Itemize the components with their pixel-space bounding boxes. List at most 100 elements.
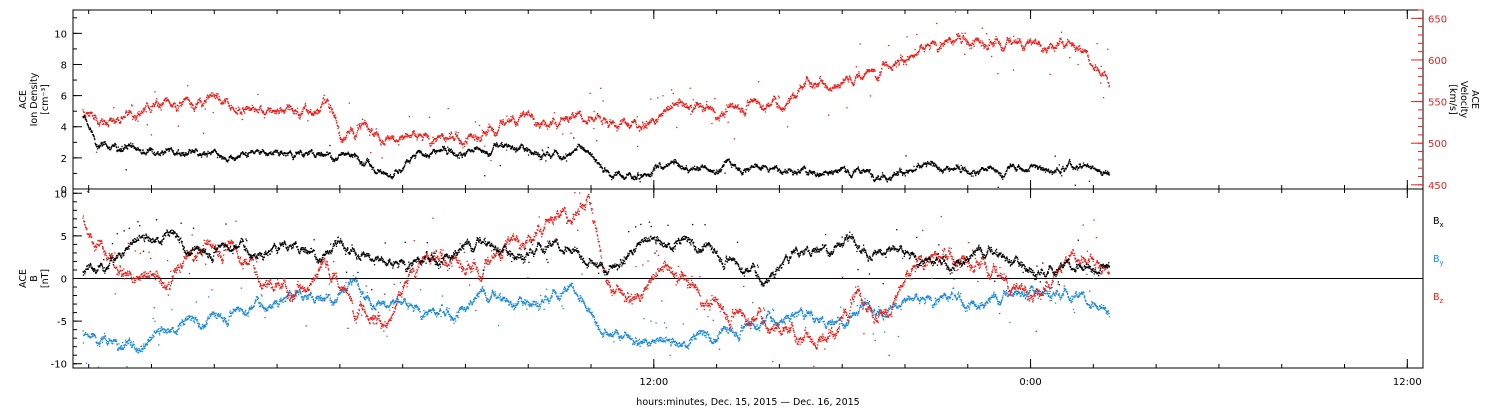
data-point	[729, 159, 730, 160]
data-point	[828, 115, 829, 116]
data-point	[1089, 60, 1090, 61]
data-point	[652, 171, 653, 172]
data-point	[902, 56, 903, 57]
data-point	[238, 107, 239, 108]
data-point	[1043, 52, 1044, 53]
data-point	[810, 86, 811, 87]
data-point	[914, 56, 915, 57]
data-point	[802, 89, 803, 90]
data-point	[203, 133, 204, 134]
data-point	[104, 144, 105, 145]
data-point	[346, 137, 347, 138]
data-point	[759, 104, 760, 105]
data-point	[843, 82, 844, 83]
data-point	[409, 162, 410, 163]
data-point	[687, 170, 688, 171]
data-point	[147, 152, 148, 153]
data-point	[115, 144, 116, 145]
data-point	[394, 173, 395, 174]
data-point	[1033, 40, 1034, 41]
data-point	[304, 155, 305, 156]
data-point	[1049, 74, 1050, 75]
data-point	[425, 153, 426, 154]
data-point	[762, 106, 763, 107]
data-point	[464, 144, 465, 145]
data-point	[1027, 39, 1028, 40]
data-point	[923, 47, 924, 48]
data-point	[482, 130, 483, 131]
data-point	[117, 117, 118, 118]
y-tick-label: 4	[61, 123, 67, 134]
data-point	[368, 159, 369, 160]
data-point	[85, 117, 86, 118]
data-point	[175, 106, 176, 107]
data-point	[101, 118, 102, 119]
data-point	[122, 118, 123, 119]
data-point	[673, 163, 674, 164]
data-point	[787, 100, 788, 101]
data-point	[1058, 45, 1059, 46]
data-point	[568, 122, 569, 123]
data-point	[733, 106, 734, 107]
data-point	[891, 67, 892, 68]
data-point	[1008, 38, 1009, 39]
data-point	[145, 107, 146, 108]
data-point	[848, 78, 849, 79]
data-point	[818, 85, 819, 86]
data-point	[97, 148, 98, 149]
data-point	[973, 46, 974, 47]
data-point	[402, 170, 403, 171]
data-point	[397, 171, 398, 172]
data-point	[131, 113, 132, 114]
data-point	[366, 123, 367, 124]
data-point	[858, 71, 859, 72]
data-point	[206, 99, 207, 100]
data-point	[663, 113, 664, 114]
data-point	[994, 43, 995, 44]
data-point	[402, 136, 403, 137]
data-point	[301, 152, 302, 153]
data-point	[410, 137, 411, 138]
data-point	[901, 57, 902, 58]
data-point	[158, 107, 159, 108]
data-point	[535, 122, 536, 123]
data-point	[866, 72, 867, 73]
data-point	[639, 130, 640, 131]
data-point	[1098, 70, 1099, 71]
data-point	[109, 147, 110, 148]
data-point	[778, 107, 779, 108]
data-point	[428, 136, 429, 137]
data-point	[138, 111, 139, 112]
data-point	[503, 121, 504, 122]
data-point	[1102, 74, 1103, 75]
data-point	[118, 120, 119, 121]
data-point	[328, 100, 329, 101]
data-point	[592, 117, 593, 118]
data-point	[179, 152, 180, 153]
data-point	[767, 104, 768, 105]
data-point	[201, 155, 202, 156]
data-point	[603, 100, 604, 101]
data-point	[649, 121, 650, 122]
data-point	[618, 126, 619, 127]
data-point	[576, 149, 577, 150]
data-point	[157, 105, 158, 106]
data-point	[405, 163, 406, 164]
data-point	[471, 134, 472, 135]
data-point	[205, 102, 206, 103]
data-point	[132, 105, 133, 106]
data-point	[140, 149, 141, 150]
data-point	[454, 153, 455, 154]
data-point	[539, 154, 540, 155]
data-point	[307, 110, 308, 111]
data-point	[352, 157, 353, 158]
data-point	[201, 157, 202, 158]
data-point	[492, 149, 493, 150]
data-point	[478, 139, 479, 140]
data-point	[169, 101, 170, 102]
data-point	[94, 139, 95, 140]
data-point	[193, 105, 194, 106]
data-point	[187, 85, 188, 86]
data-point	[1025, 44, 1026, 45]
data-point	[224, 99, 225, 100]
